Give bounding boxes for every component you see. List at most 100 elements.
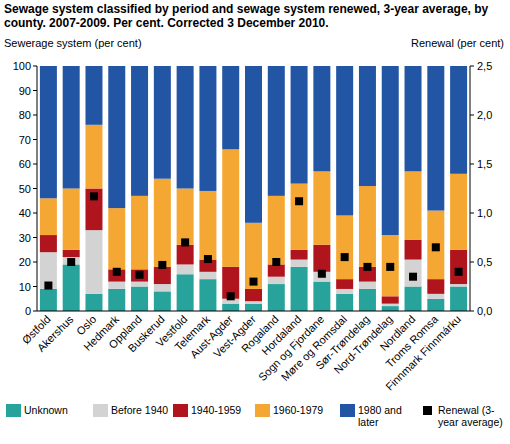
bar-segment (154, 284, 171, 291)
chart: 01020304050607080901000,00,51,01,52,02,5… (0, 0, 510, 444)
bar-segment (63, 189, 80, 250)
bar-segment (313, 282, 330, 311)
renewal-marker (409, 273, 417, 281)
bar-segment (382, 235, 399, 296)
renewal-marker (113, 268, 121, 276)
bar-segment (405, 171, 422, 240)
x-tick-label: Akershus (35, 313, 76, 354)
bar-segment (313, 171, 330, 245)
bar-segment (359, 289, 376, 311)
bar-segment (427, 294, 444, 299)
bar-segment (40, 252, 57, 289)
y2-axis (470, 66, 471, 311)
bar-segment (222, 66, 239, 149)
renewal-marker (295, 197, 303, 205)
y-tick-label: 80 (19, 109, 31, 121)
renewal-marker (432, 243, 440, 251)
bar-segment (382, 306, 399, 311)
bar-segment (450, 174, 467, 250)
bar-segment (85, 125, 102, 189)
bar-segment (85, 66, 102, 125)
x-tick-label: Finnmark Finnmárku (383, 313, 463, 393)
bar-segment (154, 66, 171, 179)
legend-swatch (6, 404, 21, 417)
bar-segment (108, 66, 125, 208)
y2-tick-label: 0,0 (477, 305, 492, 317)
y-tick (33, 139, 37, 140)
bar-segment (131, 196, 148, 270)
legend-label: 1940-1959 (191, 404, 253, 416)
bar-segment (131, 287, 148, 312)
renewal-marker (318, 270, 326, 278)
renewal-marker (44, 282, 52, 290)
bar-segment (291, 250, 308, 260)
renewal-marker (136, 271, 144, 279)
y2-tick (470, 311, 474, 312)
bar-segment (382, 304, 399, 306)
y-tick (33, 213, 37, 214)
y-tick (33, 286, 37, 287)
bar-segment (450, 287, 467, 312)
y-tick-label: 10 (19, 281, 31, 293)
bar-segment (450, 66, 467, 174)
y-axis (37, 66, 38, 311)
bar-segment (313, 66, 330, 171)
bar-segment (245, 304, 262, 311)
bar-segment (108, 208, 125, 269)
y-tick-label: 20 (19, 256, 31, 268)
y-tick (33, 262, 37, 263)
y2-tick-label: 1,0 (477, 207, 492, 219)
renewal-marker (90, 192, 98, 200)
bar-segment (336, 215, 353, 279)
bar-segment (291, 66, 308, 184)
bar-segment (154, 291, 171, 311)
bar-segment (405, 287, 422, 312)
bar-segment (40, 289, 57, 311)
bar-segment (268, 196, 285, 265)
bar-segment (108, 282, 125, 289)
bar-segment (108, 289, 125, 311)
bar-segment (405, 260, 422, 287)
bar-segment (63, 264, 80, 311)
y2-axis-label: Renewal (per cent) (411, 37, 504, 49)
y2-tick-label: 1,5 (477, 158, 492, 170)
bar-segment (427, 66, 444, 211)
y2-tick (470, 115, 474, 116)
bar-segment (336, 279, 353, 289)
legend-swatch (93, 404, 108, 417)
y-tick (33, 115, 37, 116)
bar-segment (359, 282, 376, 289)
renewal-marker (363, 263, 371, 271)
bar-segment (131, 269, 148, 281)
bar-segment (63, 66, 80, 189)
renewal-marker (67, 258, 75, 266)
legend-label: Unknown (24, 404, 91, 416)
bar-segment (85, 189, 102, 231)
legend-label: 1980 and later (358, 404, 418, 428)
renewal-marker (181, 238, 189, 246)
y-tick-label: 0 (25, 305, 31, 317)
bar-segment (245, 66, 262, 223)
legend-label: 1960-1979 (273, 404, 338, 416)
y-tick (33, 66, 37, 67)
y-tick-label: 70 (19, 134, 31, 146)
bar-segment (245, 223, 262, 289)
bar-segment (313, 245, 330, 272)
bar-segment (336, 289, 353, 294)
bar-segment (405, 240, 422, 260)
bar-segment (291, 184, 308, 250)
bar-segment (382, 296, 399, 303)
bar-segment (427, 279, 444, 294)
bar-segment (405, 66, 422, 171)
y2-tick-label: 0,5 (477, 256, 492, 268)
title: Sewage system classified by period and s… (4, 2, 494, 30)
y2-tick (470, 262, 474, 263)
renewal-marker (272, 258, 280, 266)
bar-segment (336, 66, 353, 215)
legend-swatch (423, 406, 432, 415)
bar-segment (268, 284, 285, 311)
bar-segment (268, 277, 285, 284)
bar-segment (268, 264, 285, 276)
bar-segment (222, 149, 239, 267)
y2-tick (470, 164, 474, 165)
